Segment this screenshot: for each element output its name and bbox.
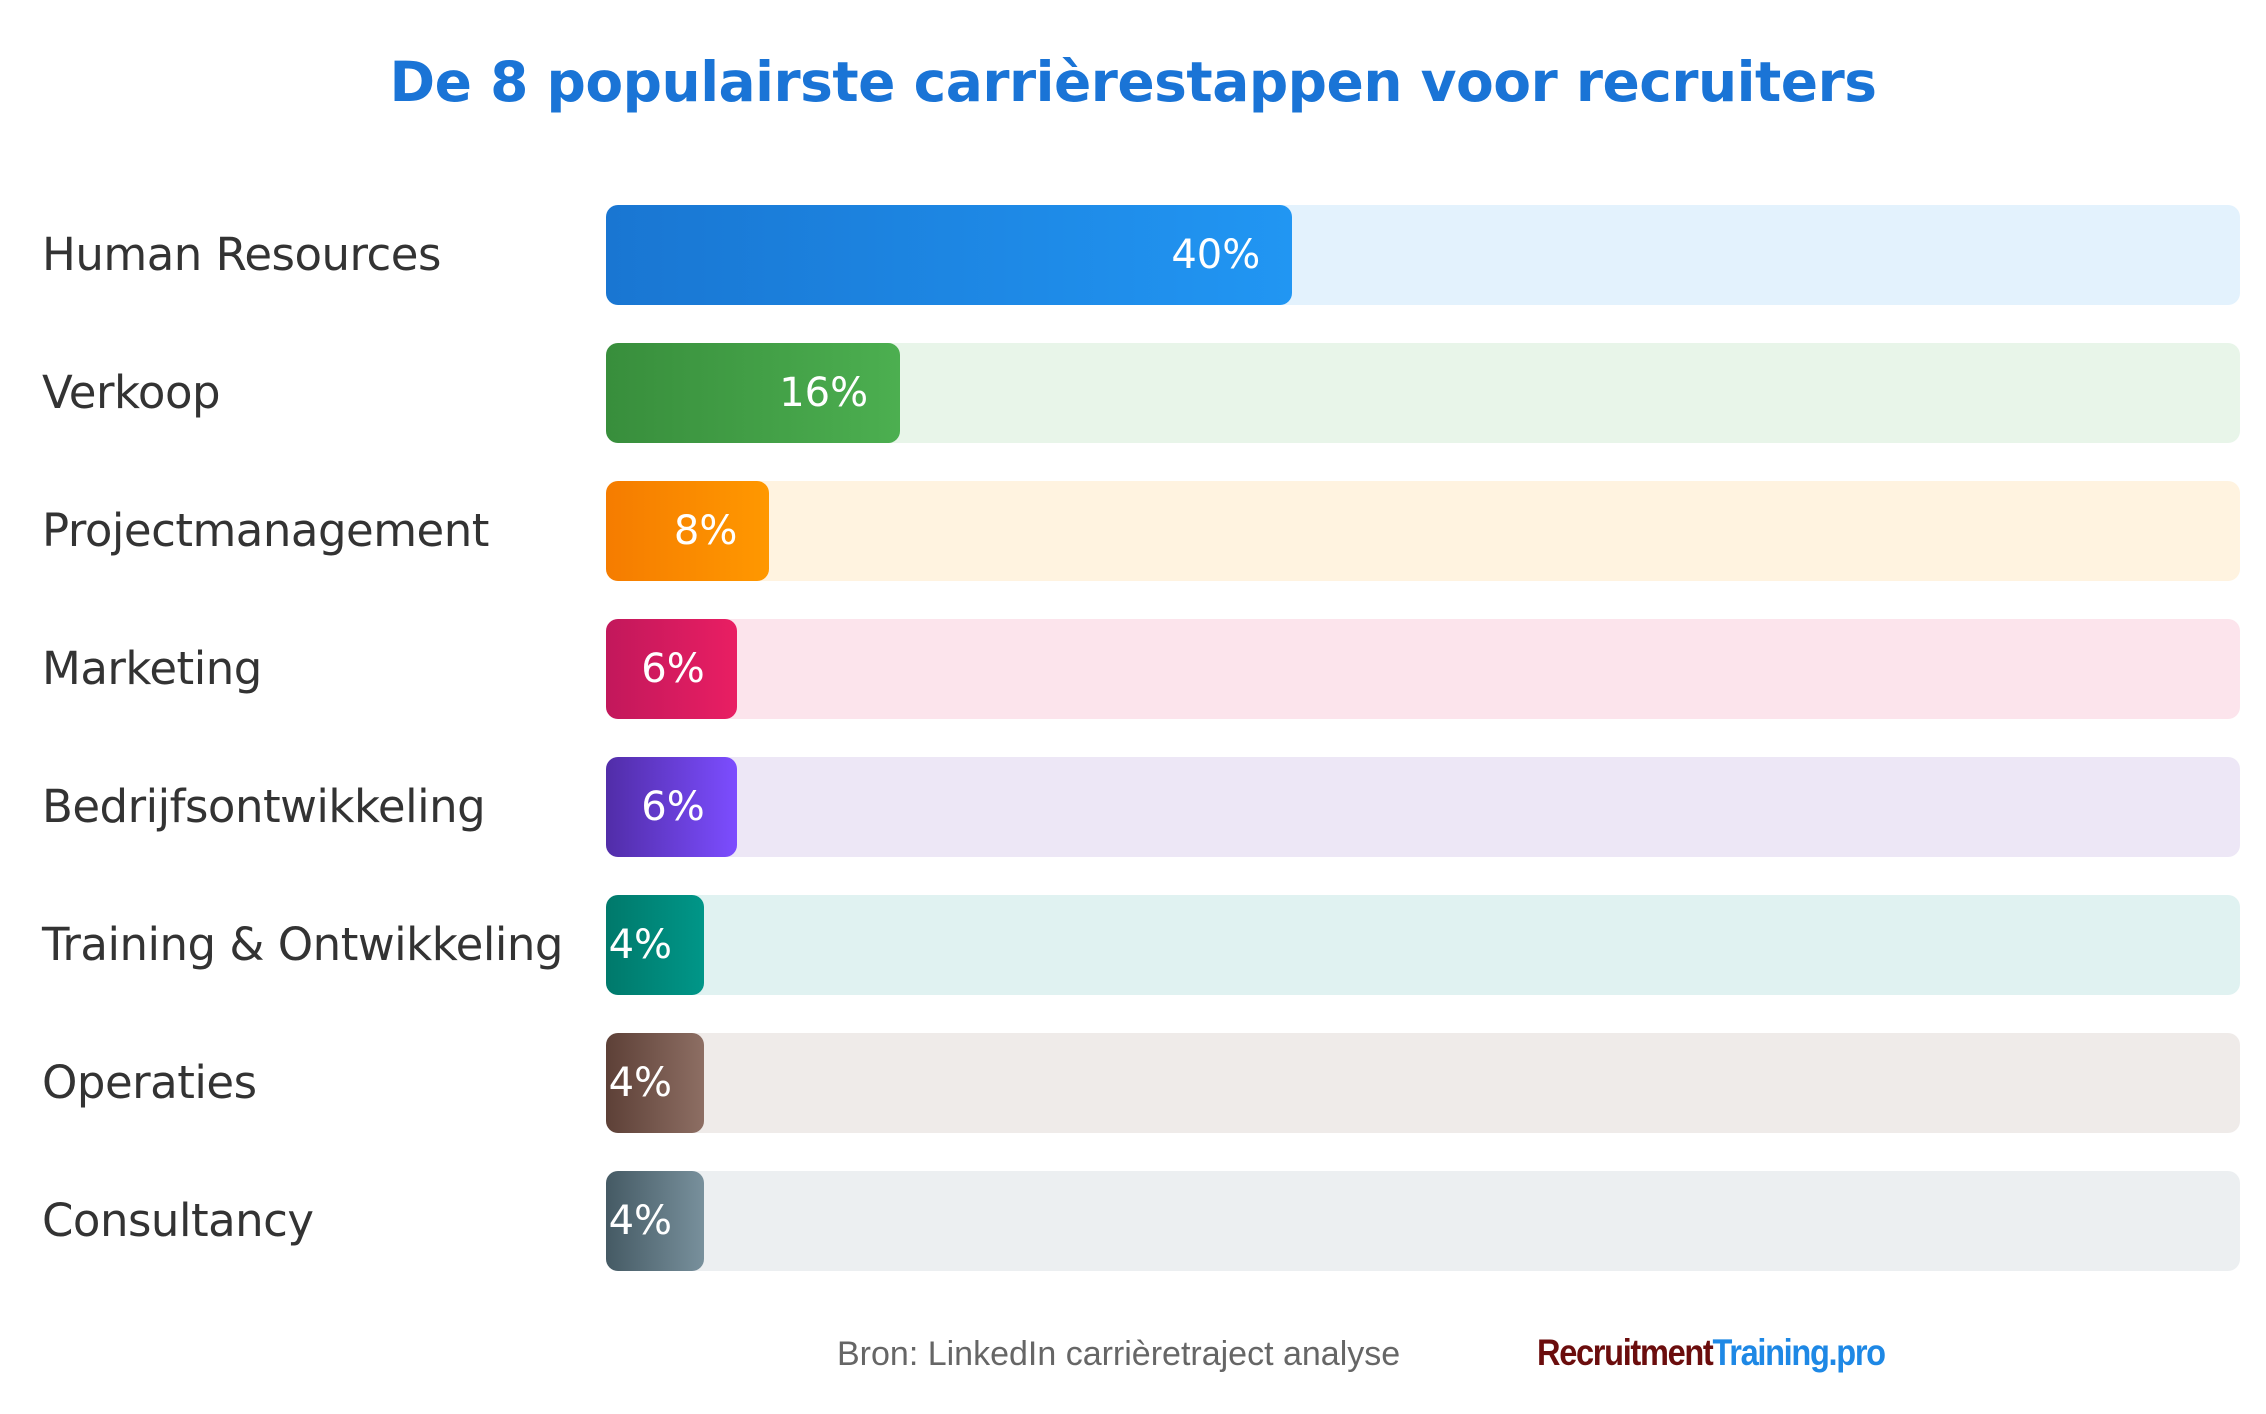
value-label: 4%: [608, 922, 673, 968]
bar-row: Training & Ontwikkeling 4%: [0, 895, 2266, 995]
bar-track: 16%: [606, 343, 2240, 443]
value-label: 6%: [641, 784, 705, 830]
bar-row: Consultancy 4%: [0, 1171, 2266, 1271]
bar-track: 8%: [606, 481, 2240, 581]
bar-track: 6%: [606, 619, 2240, 719]
bar-track: 4%: [606, 1171, 2240, 1271]
category-label: Human Resources: [42, 228, 441, 281]
bar-fill: 4%: [606, 1171, 705, 1271]
bar-fill: 16%: [606, 343, 901, 443]
brand-logo: RecruitmentTraining.pro: [1537, 1332, 1886, 1374]
bar-fill: 4%: [606, 895, 705, 995]
bar-row: Marketing 6%: [0, 619, 2266, 719]
category-label: Marketing: [42, 642, 262, 695]
bar-fill: 6%: [606, 619, 737, 719]
category-label: Operaties: [42, 1056, 257, 1109]
category-label: Training & Ontwikkeling: [42, 918, 563, 971]
logo-part-2: Training.pro: [1712, 1332, 1886, 1373]
chart-title: De 8 populairste carrièrestappen voor re…: [389, 50, 1877, 114]
bar-fill: 8%: [606, 481, 770, 581]
bar-fill: 4%: [606, 1033, 705, 1133]
bar-row: Verkoop 16%: [0, 343, 2266, 443]
category-label: Bedrijfsontwikkeling: [42, 780, 486, 833]
source-note: Bron: LinkedIn carrièretraject analyse: [837, 1335, 1401, 1373]
logo-part-1: Recruitment: [1537, 1332, 1714, 1373]
value-label: 8%: [673, 508, 738, 554]
bar-track: 4%: [606, 1033, 2240, 1133]
bar-fill: 40%: [606, 205, 1293, 305]
bar-row: Human Resources 40%: [0, 205, 2266, 305]
bar-row: Operaties 4%: [0, 1033, 2266, 1133]
category-label: Verkoop: [42, 366, 221, 419]
bar-track: 40%: [606, 205, 2240, 305]
value-label: 40%: [1171, 232, 1261, 278]
value-label: 6%: [641, 646, 705, 692]
bar-fill: 6%: [606, 757, 737, 857]
bar-row: Projectmanagement 8%: [0, 481, 2266, 581]
value-label: 16%: [779, 370, 869, 416]
category-label: Projectmanagement: [42, 504, 489, 557]
category-label: Consultancy: [42, 1194, 314, 1247]
bar-track: 4%: [606, 895, 2240, 995]
value-label: 4%: [608, 1198, 673, 1244]
value-label: 4%: [608, 1060, 673, 1106]
bar-track: 6%: [606, 757, 2240, 857]
bar-row: Bedrijfsontwikkeling 6%: [0, 757, 2266, 857]
